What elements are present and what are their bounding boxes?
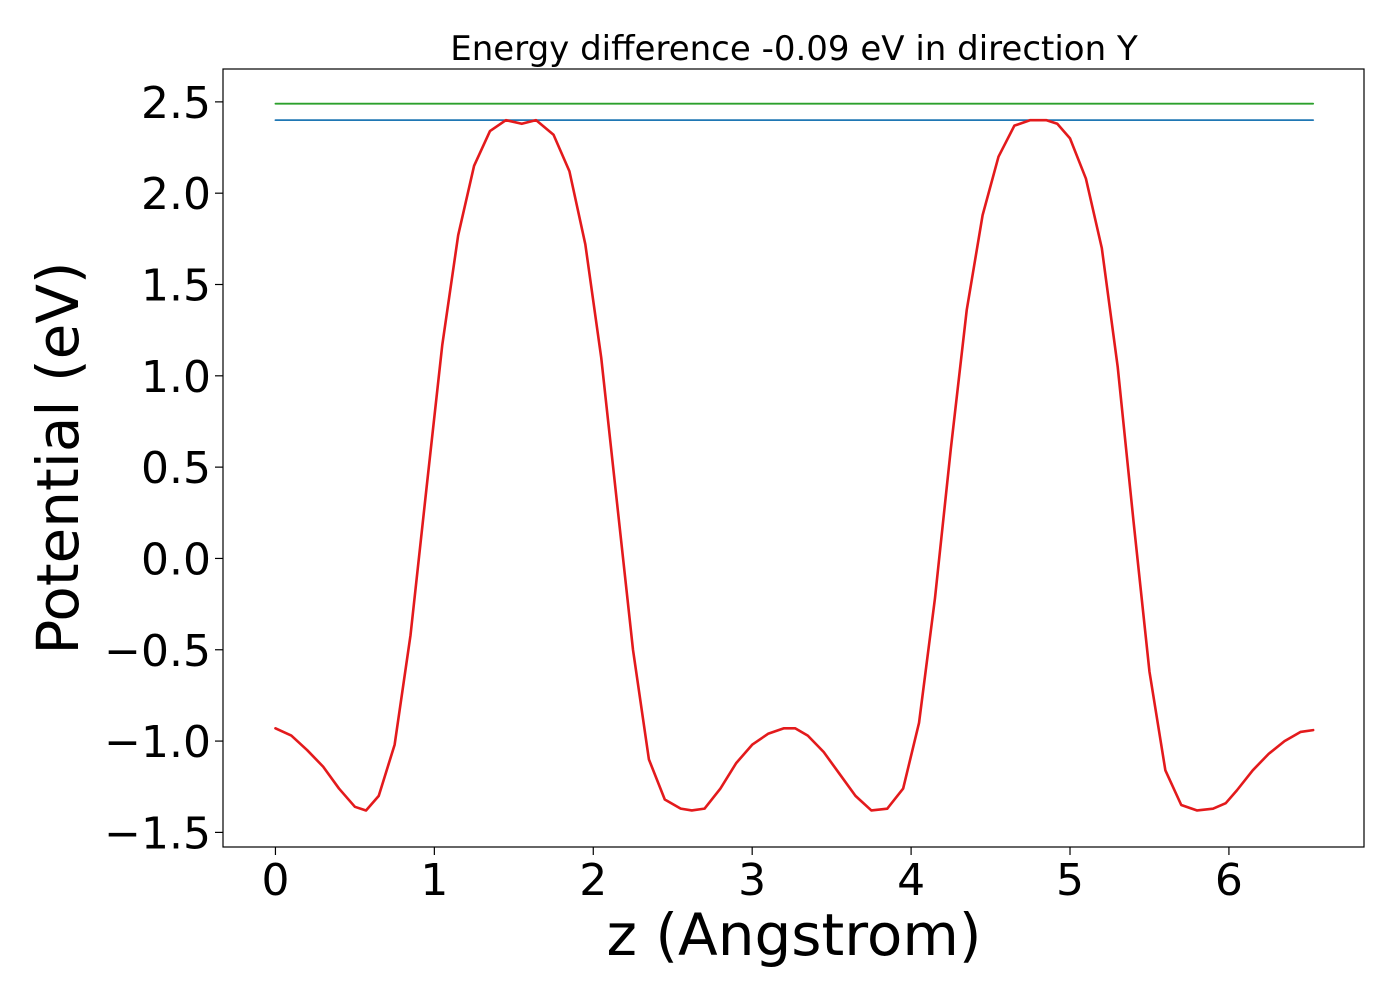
x-tick-label: 5 (1056, 855, 1084, 906)
y-tick-label: 0.5 (141, 443, 211, 494)
y-tick-label: 1.0 (141, 352, 211, 403)
y-axis: 2.5 2.0 1.5 1.0 0.5 0.0 −0.5 −1.0 −1.5 (104, 78, 223, 859)
x-tick-label: 2 (579, 855, 607, 906)
y-tick-label: −1.0 (104, 717, 211, 768)
y-tick-label: 2.0 (141, 169, 211, 220)
x-tick-label: 4 (897, 855, 925, 906)
series-line-3 (274, 118, 1315, 812)
x-tick-label: 0 (261, 855, 289, 906)
plot-area (222, 68, 1365, 848)
y-tick-label: −0.5 (104, 626, 211, 677)
x-tick-label: 1 (420, 855, 448, 906)
series-layer (274, 102, 1315, 812)
chart-title: Energy difference -0.09 eV in direction … (450, 29, 1138, 69)
y-tick-label: 1.5 (141, 261, 211, 312)
x-tick-label: 3 (738, 855, 766, 906)
y-axis-label: Potential (eV) (24, 261, 92, 654)
y-tick-label: 2.5 (141, 78, 211, 129)
y-tick-label: −1.5 (104, 808, 211, 859)
plot-frame (222, 68, 1365, 848)
x-axis: 0 1 2 3 4 5 6 (261, 847, 1243, 906)
x-axis-label: z (Angstrom) (607, 901, 982, 969)
y-tick-label: 0.0 (141, 534, 211, 585)
x-tick-label: 6 (1215, 855, 1243, 906)
